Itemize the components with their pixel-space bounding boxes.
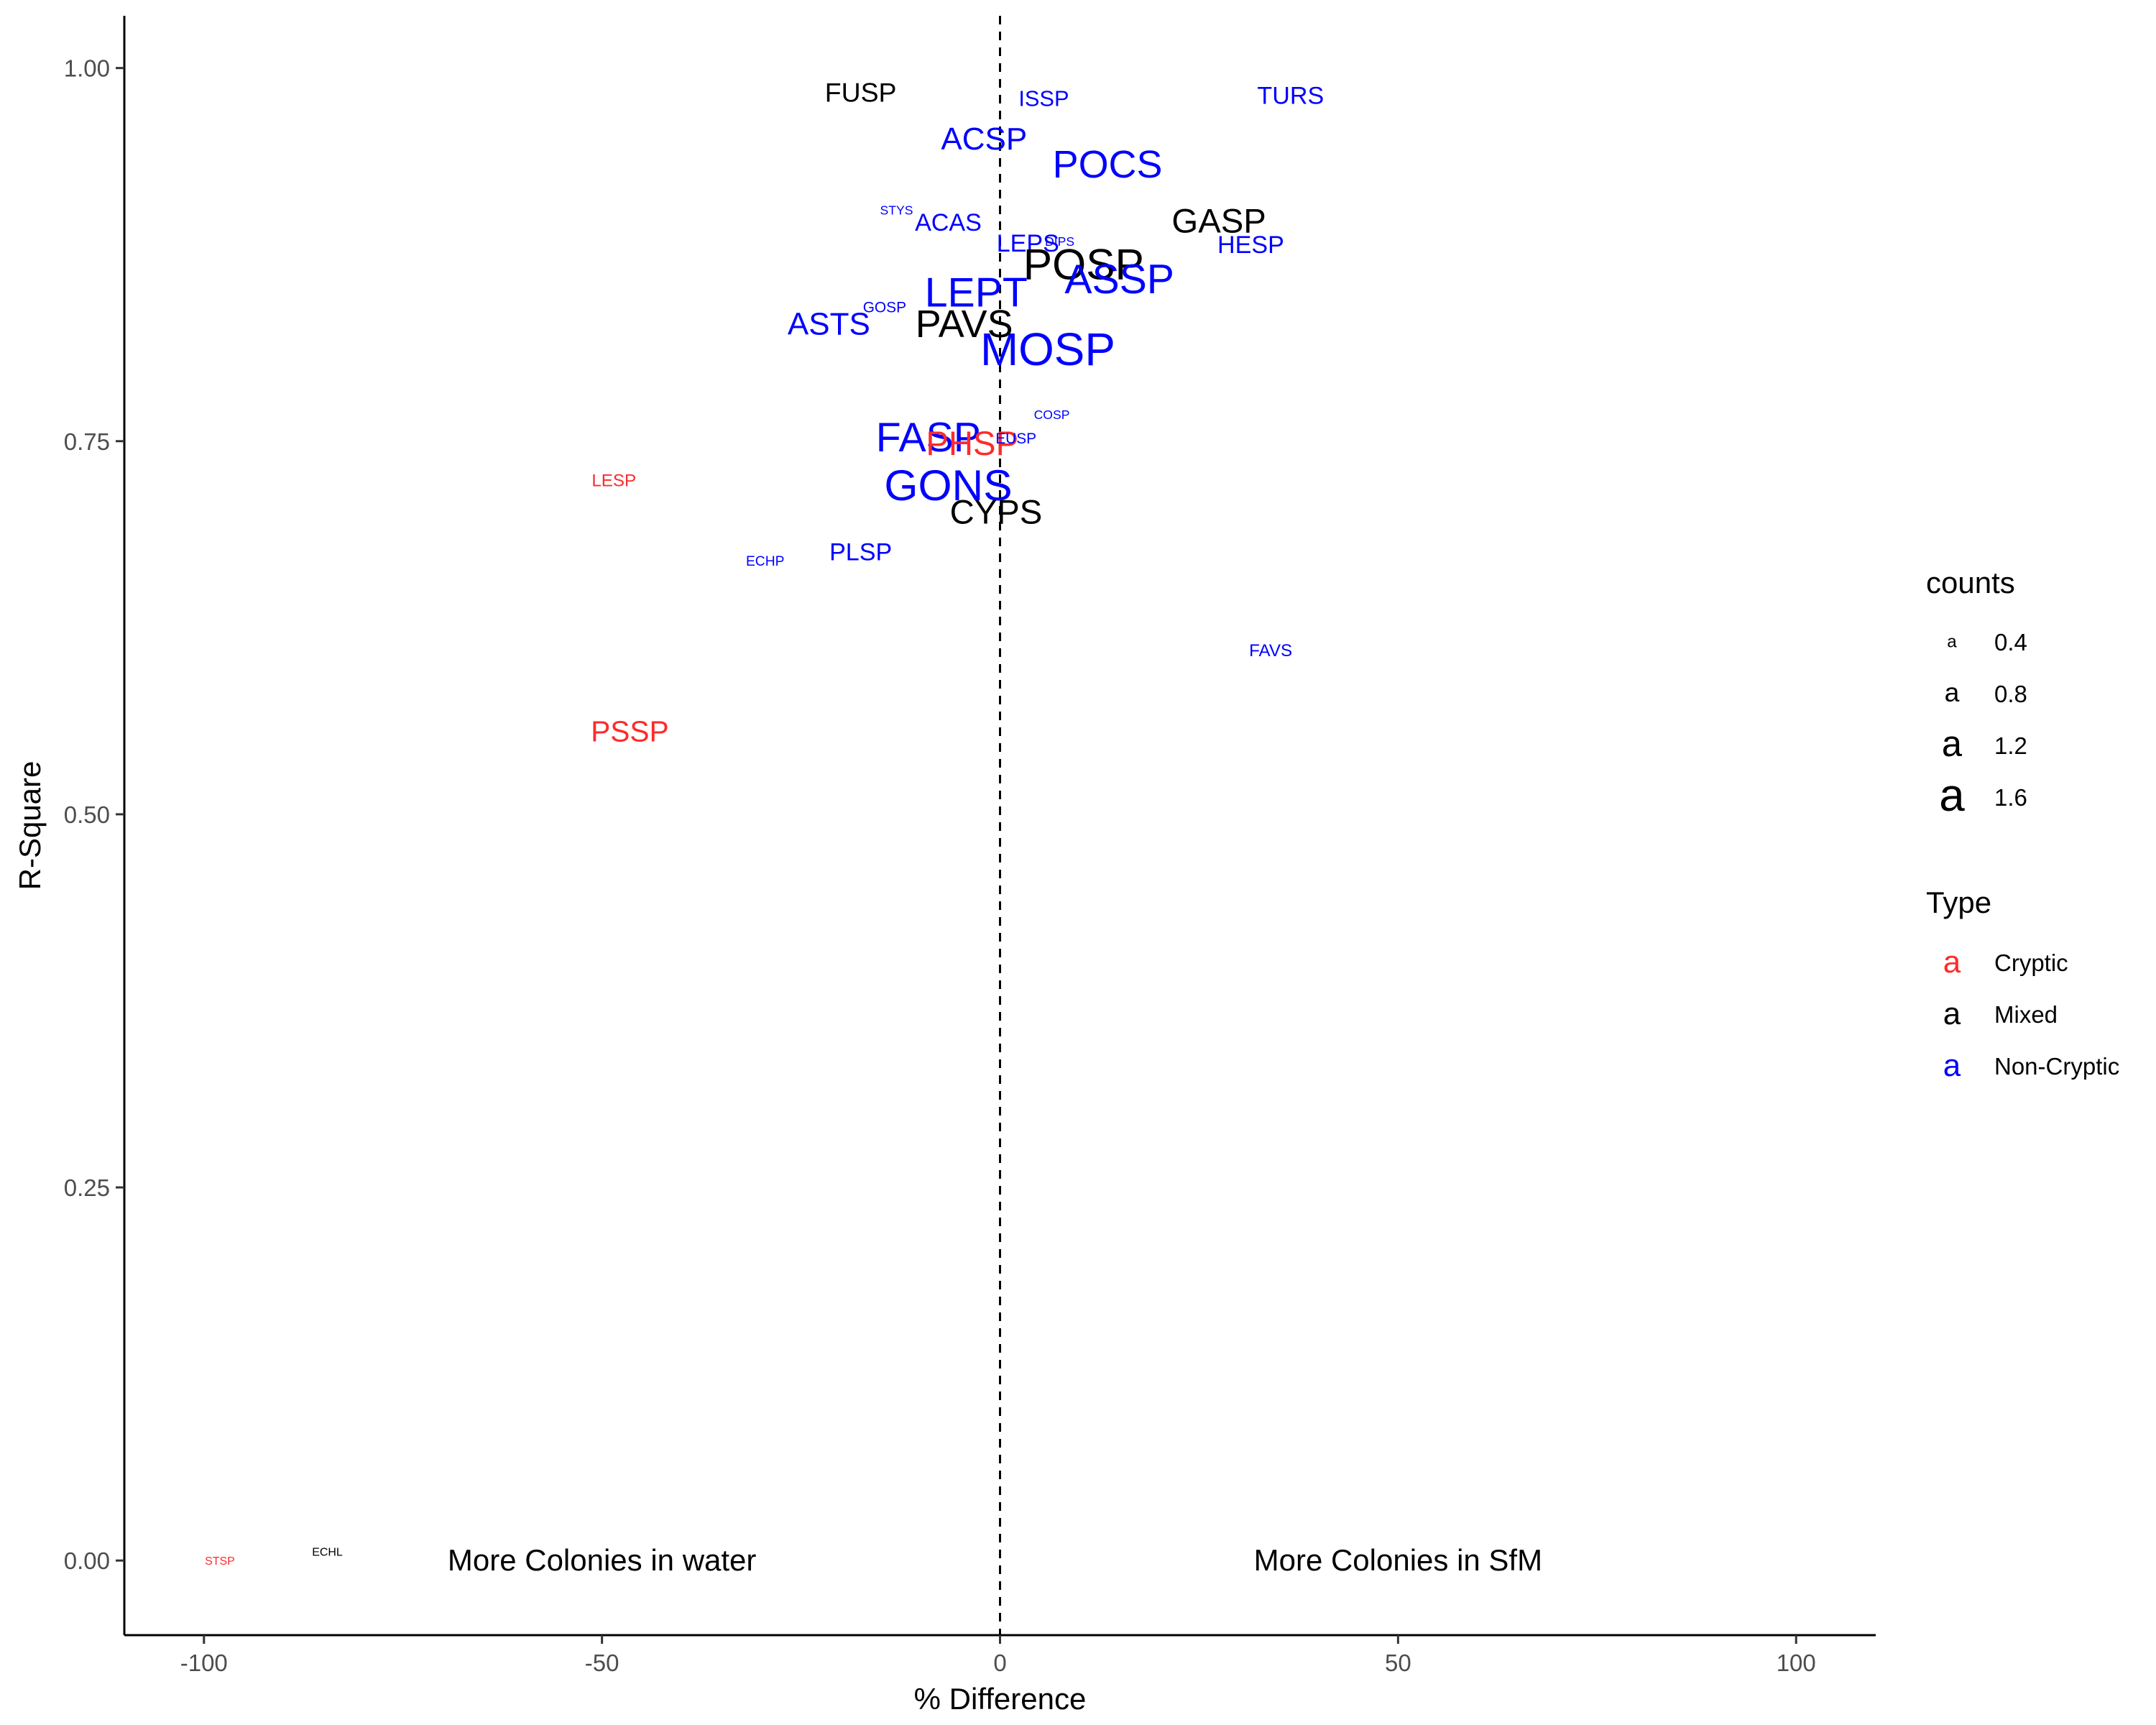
point-label-cyps: CYPS (950, 493, 1043, 531)
y-axis-title: R-Square (13, 761, 47, 891)
legend-size-label: 1.2 (1994, 732, 2027, 759)
annotation-label: More Colonies in SfM (1254, 1543, 1542, 1577)
legend-size-title: counts (1926, 566, 2015, 599)
point-label-favs: FAVS (1249, 641, 1292, 661)
point-label-pocs: POCS (1053, 143, 1163, 186)
point-labels-group: FUSP ISSP TURS ACSP POCS STYS ACAS GASP LEPSDIPS… (205, 77, 1324, 1568)
point-label-gasp: GASP (1171, 203, 1266, 241)
point-label-stsp: STSP (205, 1555, 235, 1568)
point-label-eusp: EUSP (995, 431, 1036, 447)
annotations-group: More Colonies in water More Colonies in S… (448, 1543, 1542, 1577)
point-label-echl: ECHL (312, 1546, 343, 1558)
y-tick-label: 0.50 (64, 801, 110, 828)
point-label-plsp: PLSP (829, 539, 892, 566)
point-label-asts: ASTS (788, 307, 870, 342)
point-label-fasp: FASP (876, 415, 981, 461)
legend-size-label: 0.4 (1994, 629, 2027, 656)
legend-type-label: Non-Cryptic (1994, 1053, 2119, 1080)
point-label-posp: POSP (1023, 239, 1144, 288)
point-label-phsp: PHSP (926, 425, 1018, 463)
x-tick-label: -100 (180, 1650, 228, 1676)
legend-type-label: Cryptic (1994, 949, 2068, 976)
point-label-dips: DIPS (1045, 234, 1074, 249)
x-tick-label: -50 (585, 1650, 619, 1676)
x-axis-title: % Difference (914, 1682, 1087, 1716)
point-label-leps: LEPS (997, 230, 1059, 257)
point-label-stys: STYS (880, 203, 913, 217)
annotation-label: More Colonies in water (448, 1543, 757, 1577)
legend-size-label: 0.8 (1994, 681, 2027, 707)
x-tick-label: 0 (993, 1650, 1006, 1676)
legend-group: counts a 0.4 a 0.8 a 1.2 a 1.6 Type a Cryptic a Mixed… (1926, 566, 2119, 1083)
point-label-turs: TURS (1257, 82, 1324, 109)
legend-type-glyph: a (1943, 1048, 1961, 1083)
legend-size-label: 1.6 (1994, 784, 2027, 811)
point-label-echp: ECHP (746, 554, 784, 569)
point-label-lesp: LESP (591, 472, 636, 491)
point-label-issp: ISSP (1018, 86, 1069, 111)
legend-type-title: Type (1926, 886, 1991, 919)
point-label-acsp: ACSP (941, 121, 1027, 157)
legend-size-glyph: a (1947, 632, 1957, 651)
point-label-assp: ASSP (1064, 257, 1174, 303)
legend-type-glyph: a (1943, 996, 1961, 1031)
legend-type-glyph: a (1943, 944, 1961, 980)
point-label-cosp: COSP (1034, 408, 1070, 422)
legend-size-glyph: a (1942, 723, 1963, 764)
point-label-lept: LEPT (925, 270, 1028, 316)
x-tick-label: 100 (1777, 1650, 1816, 1676)
point-label-gons: GONS (884, 461, 1012, 510)
y-tick-label: 0.25 (64, 1174, 110, 1201)
legend-size-glyph: a (1939, 769, 1965, 821)
point-label-hesp: HESP (1217, 231, 1284, 259)
y-tick-label: 0.00 (64, 1547, 110, 1574)
point-label-pavs: PAVS (916, 303, 1013, 346)
point-label-fusp: FUSP (825, 77, 897, 107)
point-label-acas: ACAS (915, 209, 982, 236)
point-label-mosp: MOSP (980, 323, 1115, 375)
point-label-gosp: GOSP (863, 299, 906, 316)
point-label-pssp: PSSP (591, 714, 669, 748)
legend-type-label: Mixed (1994, 1001, 2058, 1028)
x-tick-label: 50 (1385, 1650, 1411, 1676)
y-tick-label: 0.75 (64, 428, 110, 455)
legend-size-glyph: a (1945, 677, 1960, 707)
y-tick-label: 1.00 (64, 55, 110, 82)
